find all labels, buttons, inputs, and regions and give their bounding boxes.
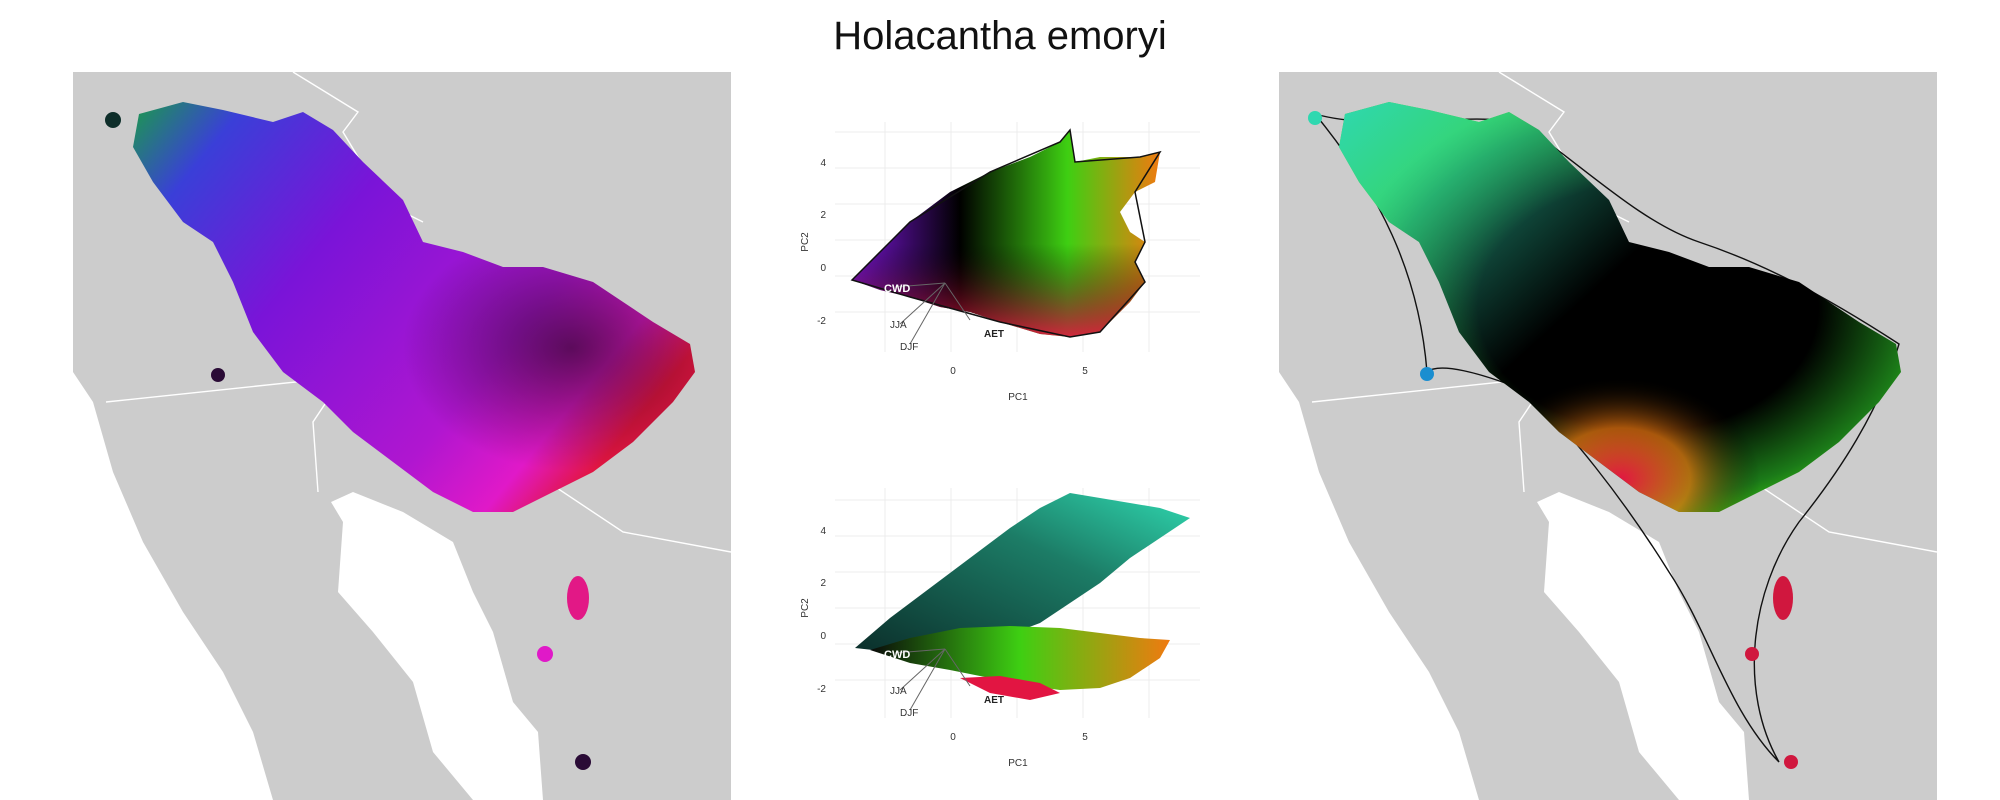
range-point [1308, 111, 1322, 125]
x-tick: 5 [1082, 732, 1088, 743]
pacific-sea [1279, 372, 1479, 800]
hull-outline [850, 128, 1162, 338]
y-axis-label: PC2 [800, 232, 811, 252]
x-tick: 5 [1082, 366, 1088, 377]
range-point [537, 646, 553, 662]
pacific-sea [73, 372, 273, 800]
range-patch [567, 576, 589, 620]
y-tick: 0 [820, 263, 826, 274]
climate-cloud-red [852, 130, 1160, 337]
y-axis-label: PC2 [800, 598, 811, 618]
loading-vectors [894, 282, 971, 345]
range-point [1420, 367, 1434, 381]
label-djf: DJF [900, 708, 918, 719]
gulf-sea [1537, 492, 1749, 800]
x-axis-label: PC1 [1008, 392, 1028, 403]
range-point [1745, 647, 1759, 661]
right-map [1279, 72, 1937, 800]
hull-outline [1313, 112, 1900, 763]
gulf-sea [331, 492, 543, 800]
range-point [105, 112, 121, 128]
left-map [73, 72, 731, 800]
loading-vectors [894, 648, 971, 711]
y-tick: 4 [820, 158, 826, 169]
label-cwd: CWD [884, 283, 910, 295]
y-tick: -2 [817, 684, 826, 695]
x-tick: 0 [950, 732, 956, 743]
label-djf: DJF [900, 342, 918, 353]
label-jja: JJA [890, 320, 907, 331]
y-tick: 2 [820, 578, 826, 589]
y-tick: 0 [820, 631, 826, 642]
label-jja: JJA [890, 686, 907, 697]
x-tick: 0 [950, 366, 956, 377]
label-aet: AET [984, 329, 1004, 340]
y-tick: 4 [820, 526, 826, 537]
range-red-shade [1339, 102, 1901, 512]
y-tick: 2 [820, 210, 826, 221]
label-aet: AET [984, 695, 1004, 706]
x-axis-label: PC1 [1008, 758, 1028, 769]
range-patch [1773, 576, 1793, 620]
pca-plot-top: CWD JJA DJF AET 4 2 0 -2 0 5 PC1 PC2 [800, 112, 1230, 412]
y-tick: -2 [817, 316, 826, 327]
label-cwd: CWD [884, 649, 910, 661]
climate-cloud-lower [870, 626, 1170, 690]
climate-cloud-upper [855, 493, 1190, 653]
pca-plot-bottom: CWD JJA DJF AET 4 2 0 -2 0 5 PC1 PC2 [800, 478, 1230, 778]
climate-cloud-red [960, 676, 1060, 700]
range-shading-left [133, 102, 695, 512]
range-point [211, 368, 225, 382]
range-point [1784, 755, 1798, 769]
figure-title: Holacantha emoryi [833, 14, 1167, 58]
range-point [575, 754, 591, 770]
